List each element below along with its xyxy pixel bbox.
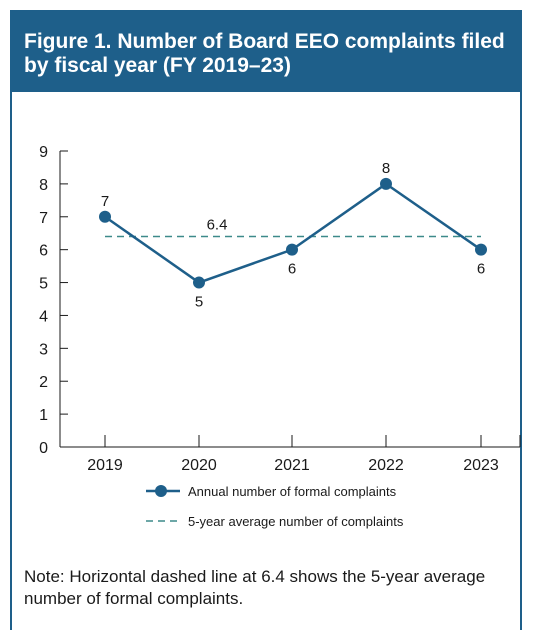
data-point (193, 276, 205, 289)
y-tick-label: 3 (39, 341, 48, 358)
figure-frame (10, 10, 522, 630)
data-label: 5 (195, 294, 203, 311)
data-label: 6 (477, 261, 485, 278)
y-tick-label: 0 (39, 440, 48, 457)
data-point (380, 177, 392, 190)
y-tick-label: 1 (39, 407, 48, 424)
data-point (475, 243, 487, 256)
figure-note: Note: Horizontal dashed line at 6.4 show… (24, 567, 486, 608)
y-tick-label: 8 (39, 177, 48, 194)
data-point (99, 210, 111, 223)
x-tick-label: 2023 (463, 457, 499, 474)
data-point (286, 243, 298, 256)
y-tick-label: 9 (39, 144, 48, 161)
legend-series-marker (155, 485, 167, 497)
data-label: 8 (382, 160, 390, 177)
y-tick-label: 4 (39, 308, 48, 325)
x-tick-label: 2020 (181, 457, 217, 474)
y-tick-label: 6 (39, 243, 48, 260)
legend-average-label: 5-year average number of complaints (188, 514, 404, 529)
y-tick-label: 5 (39, 276, 48, 293)
legend-series-label: Annual number of formal complaints (188, 484, 397, 499)
data-label: 6 (288, 261, 296, 278)
data-label: 7 (101, 193, 109, 210)
y-tick-label: 7 (39, 210, 48, 227)
x-tick-label: 2019 (87, 457, 123, 474)
x-tick-label: 2022 (368, 457, 404, 474)
line-chart: 0 1 2 3 4 5 6 7 8 9 2019 2020 2021 2022 2023 6.4 7 5 6 8 6 An… (39, 144, 521, 529)
y-tick-label: 2 (39, 374, 48, 391)
x-tick-label: 2021 (274, 457, 310, 474)
figure-title: Figure 1. Number of Board EEO complaints… (24, 30, 505, 77)
average-reference-label: 6.4 (207, 217, 228, 234)
figure-header: Figure 1. Number of Board EEO complaints… (10, 10, 522, 92)
